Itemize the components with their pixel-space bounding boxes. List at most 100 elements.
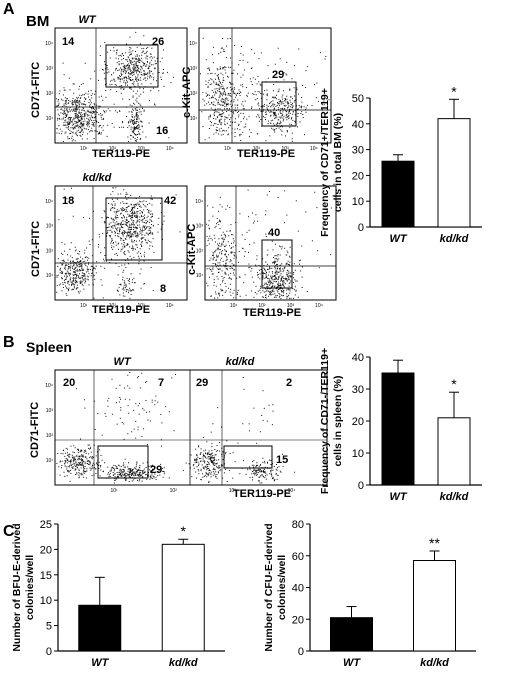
flow-plot-bm-kd-cd71: kd/kd 18 42 8 CD71-FITC TER119-PE 10¹ 10¹… xyxy=(30,172,188,316)
x-tick-label: 10³ xyxy=(137,146,145,152)
cell-cluster xyxy=(91,187,165,284)
cell-cluster xyxy=(182,431,236,483)
bar xyxy=(381,160,415,228)
x-tick-label: 10⁴ xyxy=(166,303,174,309)
y-tick-label: 10³ xyxy=(46,408,54,414)
x-tick-label: kd/kd xyxy=(420,657,449,669)
event-dots xyxy=(200,45,256,141)
event-dots xyxy=(91,187,165,284)
quadrant-value: 18 xyxy=(62,195,74,207)
cell-cluster xyxy=(94,36,174,95)
y-tick-label: 20 xyxy=(352,416,364,428)
y-tick-label: 10² xyxy=(46,433,54,439)
y-tick-label: 10² xyxy=(46,91,54,97)
y-tick-label: 0 xyxy=(358,480,364,492)
event-dots xyxy=(248,240,320,299)
event-dots xyxy=(56,241,111,296)
y-tick-label: 10⁴ xyxy=(189,41,197,47)
gate-value: 40 xyxy=(268,227,280,239)
x-tick-label: 10² xyxy=(109,146,117,152)
flow-plot-spleen: WT kd/kd 20 7 29 29 2 15 CD71-FITC TER11… xyxy=(29,356,328,500)
flow-plot-bm-wt-ckit: 29 c-Kit-APC TER119-PE 10¹ 10¹ 10² 10² 10³ 10… xyxy=(181,27,332,160)
bar xyxy=(78,604,122,652)
y-axis-label: CD71-FITC xyxy=(29,402,41,458)
y-axis-label: Number of CFU-E-derivedcolonies/well xyxy=(263,523,288,651)
quadrant-value: 26 xyxy=(152,36,164,48)
event-dots xyxy=(56,438,103,482)
x-tick-label: 10¹ xyxy=(224,146,232,152)
x-tick-label: 10⁴ xyxy=(315,303,323,309)
x-axis-label: TER119-PE xyxy=(233,488,291,500)
quadrant-value: 7 xyxy=(158,377,164,389)
y-tick-label: 25 xyxy=(40,519,52,531)
x-tick-label: 10⁴ xyxy=(310,146,318,152)
y-tick-label: 10¹ xyxy=(190,116,198,122)
y-tick-label: 10¹ xyxy=(196,273,204,279)
y-tick-label: 30 xyxy=(352,384,364,396)
panel-b-title: Spleen xyxy=(26,339,72,355)
y-tick-label: 10³ xyxy=(46,224,54,230)
y-tick-label: 15 xyxy=(40,570,52,582)
x-tick-label: 10² xyxy=(253,146,261,152)
y-axis-label: c-Kit-APC xyxy=(186,224,198,275)
y-tick-label: 10³ xyxy=(196,224,204,230)
event-dots xyxy=(91,458,170,484)
gate-value: 29 xyxy=(272,69,284,81)
y-tick-label: 60 xyxy=(292,551,304,563)
x-tick-label: 10¹ xyxy=(230,303,238,309)
y-tick-label: 0 xyxy=(298,646,304,658)
genotype-label: kd/kd xyxy=(226,356,255,368)
x-tick-label: 10¹ xyxy=(111,488,119,494)
x-axis-label: TER119-PE xyxy=(92,148,150,160)
y-tick-label: 10¹ xyxy=(46,458,54,464)
y-tick-label: 5 xyxy=(46,621,52,633)
cell-cluster xyxy=(239,457,296,484)
x-tick-label: WT xyxy=(389,491,407,503)
genotype-label: WT xyxy=(78,14,96,26)
cell-cluster xyxy=(56,438,103,482)
quadrant-value: 29 xyxy=(150,464,162,476)
bar-chart-bfu-e: 0 5 10 15 20 25 WT * kd/kd Number of BFU-E-derive… xyxy=(11,519,225,669)
x-tick-label: kd/kd xyxy=(169,657,198,669)
bar xyxy=(161,543,205,652)
y-axis-label: Frequency of CD71-/TER119+cells in splee… xyxy=(319,348,344,494)
x-axis-label: TER119-PE xyxy=(92,304,150,316)
x-tick-label: 10¹ xyxy=(80,303,88,309)
y-tick-label: 10 xyxy=(352,448,364,460)
y-tick-label: 10³ xyxy=(190,66,198,72)
panel-a-title: BM xyxy=(26,13,49,30)
y-axis-label: c-Kit-APC xyxy=(181,67,193,118)
y-tick-label: 50 xyxy=(352,93,364,105)
y-axis-label: Number of BFU-E-derivedcolonies/well xyxy=(11,523,36,651)
significance-marker: * xyxy=(181,523,187,539)
quadrant-value: 20 xyxy=(63,377,75,389)
y-tick-label: 10⁴ xyxy=(45,199,53,205)
bar-chart-bm-frequency: 0 10 20 30 40 50 WT * kd/kd Frequency of CD71+/TE… xyxy=(319,83,482,245)
panel-c-letter: C xyxy=(3,523,15,540)
quadrant-value: 8 xyxy=(160,283,166,295)
y-tick-label: 80 xyxy=(292,519,304,531)
quadrant-value: 15 xyxy=(276,454,288,466)
y-tick-label: 20 xyxy=(352,170,364,182)
y-tick-label: 10⁴ xyxy=(45,383,53,389)
x-tick-label: kd/kd xyxy=(440,491,469,503)
y-tick-label: 10 xyxy=(352,196,364,208)
x-tick-label: WT xyxy=(91,657,109,669)
quadrant-value: 29 xyxy=(196,377,208,389)
y-tick-label: 10⁴ xyxy=(195,199,203,205)
bar xyxy=(413,560,456,652)
y-axis-label: CD71-FITC xyxy=(30,221,42,277)
quadrant-value: 2 xyxy=(286,377,292,389)
y-tick-label: 40 xyxy=(352,352,364,364)
x-tick-label: 10³ xyxy=(287,303,295,309)
significance-marker: * xyxy=(451,376,457,392)
flow-plot-bm-wt-cd71: WT 14 26 16 CD71-FITC TER119-PE 10¹ 10¹ 10… xyxy=(30,14,188,160)
y-axis-label: CD71-FITC xyxy=(30,62,42,118)
bar xyxy=(437,417,471,486)
cell-cluster xyxy=(248,240,320,299)
cell-cluster xyxy=(56,241,111,296)
event-dots xyxy=(117,273,135,297)
x-tick-label: kd/kd xyxy=(440,233,469,245)
y-tick-label: 10³ xyxy=(46,66,54,72)
